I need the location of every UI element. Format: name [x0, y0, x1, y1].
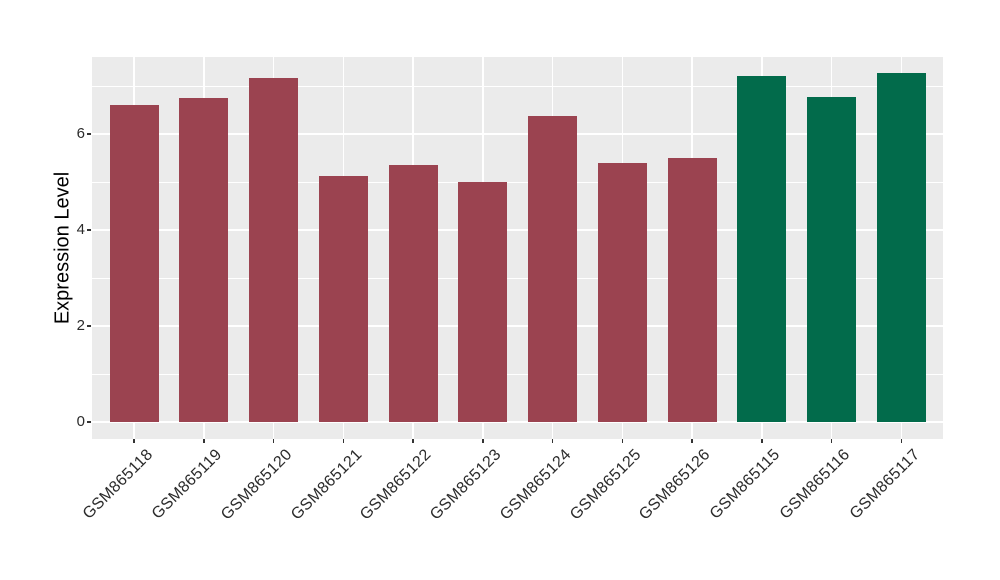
- y-axis-title: Expression Level: [51, 171, 74, 325]
- bar: [179, 97, 229, 422]
- y-tick-label: 0: [76, 413, 85, 430]
- x-tick-label: GSM865117: [846, 446, 924, 523]
- bar: [458, 182, 508, 422]
- y-tick-label: 6: [76, 125, 85, 142]
- y-tick-mark: [87, 325, 91, 327]
- gridline-major-horizontal: [92, 133, 943, 135]
- x-tick-label: GSM865121: [287, 446, 366, 524]
- x-tick-label: GSM865126: [636, 446, 715, 524]
- x-tick-mark: [412, 439, 414, 443]
- gridline-minor-horizontal: [92, 277, 943, 279]
- x-tick-mark: [133, 439, 135, 443]
- bar: [388, 165, 438, 422]
- bar: [318, 175, 368, 422]
- plot-panel: [92, 57, 943, 439]
- gridline-major-horizontal: [92, 421, 943, 423]
- x-tick-label: GSM865115: [707, 446, 784, 523]
- gridline-major-horizontal: [92, 229, 943, 231]
- x-tick-mark: [900, 439, 902, 443]
- x-tick-label: GSM865120: [218, 446, 296, 524]
- y-tick-mark: [87, 421, 91, 423]
- gridline-minor-horizontal: [92, 85, 943, 87]
- bar: [109, 105, 159, 422]
- x-tick-mark: [621, 439, 623, 443]
- x-tick-mark: [551, 439, 554, 443]
- x-tick-mark: [272, 439, 275, 443]
- x-tick-mark: [203, 439, 205, 443]
- y-tick-label: 4: [76, 221, 85, 238]
- bar: [528, 115, 577, 422]
- bar: [249, 77, 298, 422]
- x-tick-mark: [342, 439, 344, 443]
- y-tick-mark: [87, 133, 91, 135]
- x-tick-label: GSM865116: [776, 446, 854, 523]
- y-tick-label: 2: [76, 317, 85, 334]
- x-tick-mark: [691, 439, 693, 443]
- bar: [667, 157, 717, 422]
- x-tick-label: GSM865124: [497, 446, 575, 524]
- bar: [876, 73, 926, 422]
- x-tick-label: GSM865123: [427, 446, 505, 524]
- x-tick-label: GSM865118: [79, 446, 157, 523]
- gridline-major-horizontal: [92, 325, 943, 327]
- x-tick-label: GSM865122: [357, 446, 436, 524]
- x-tick-mark: [830, 439, 833, 443]
- bar: [597, 162, 647, 422]
- x-tick-label: GSM865119: [149, 446, 226, 523]
- gridline-minor-horizontal: [92, 181, 943, 183]
- bar: [807, 96, 856, 422]
- bar: [737, 76, 787, 422]
- gridline-minor-horizontal: [92, 373, 943, 375]
- x-tick-label: GSM865125: [566, 446, 645, 524]
- y-tick-mark: [87, 229, 91, 231]
- x-tick-mark: [761, 439, 763, 443]
- x-tick-mark: [482, 439, 484, 443]
